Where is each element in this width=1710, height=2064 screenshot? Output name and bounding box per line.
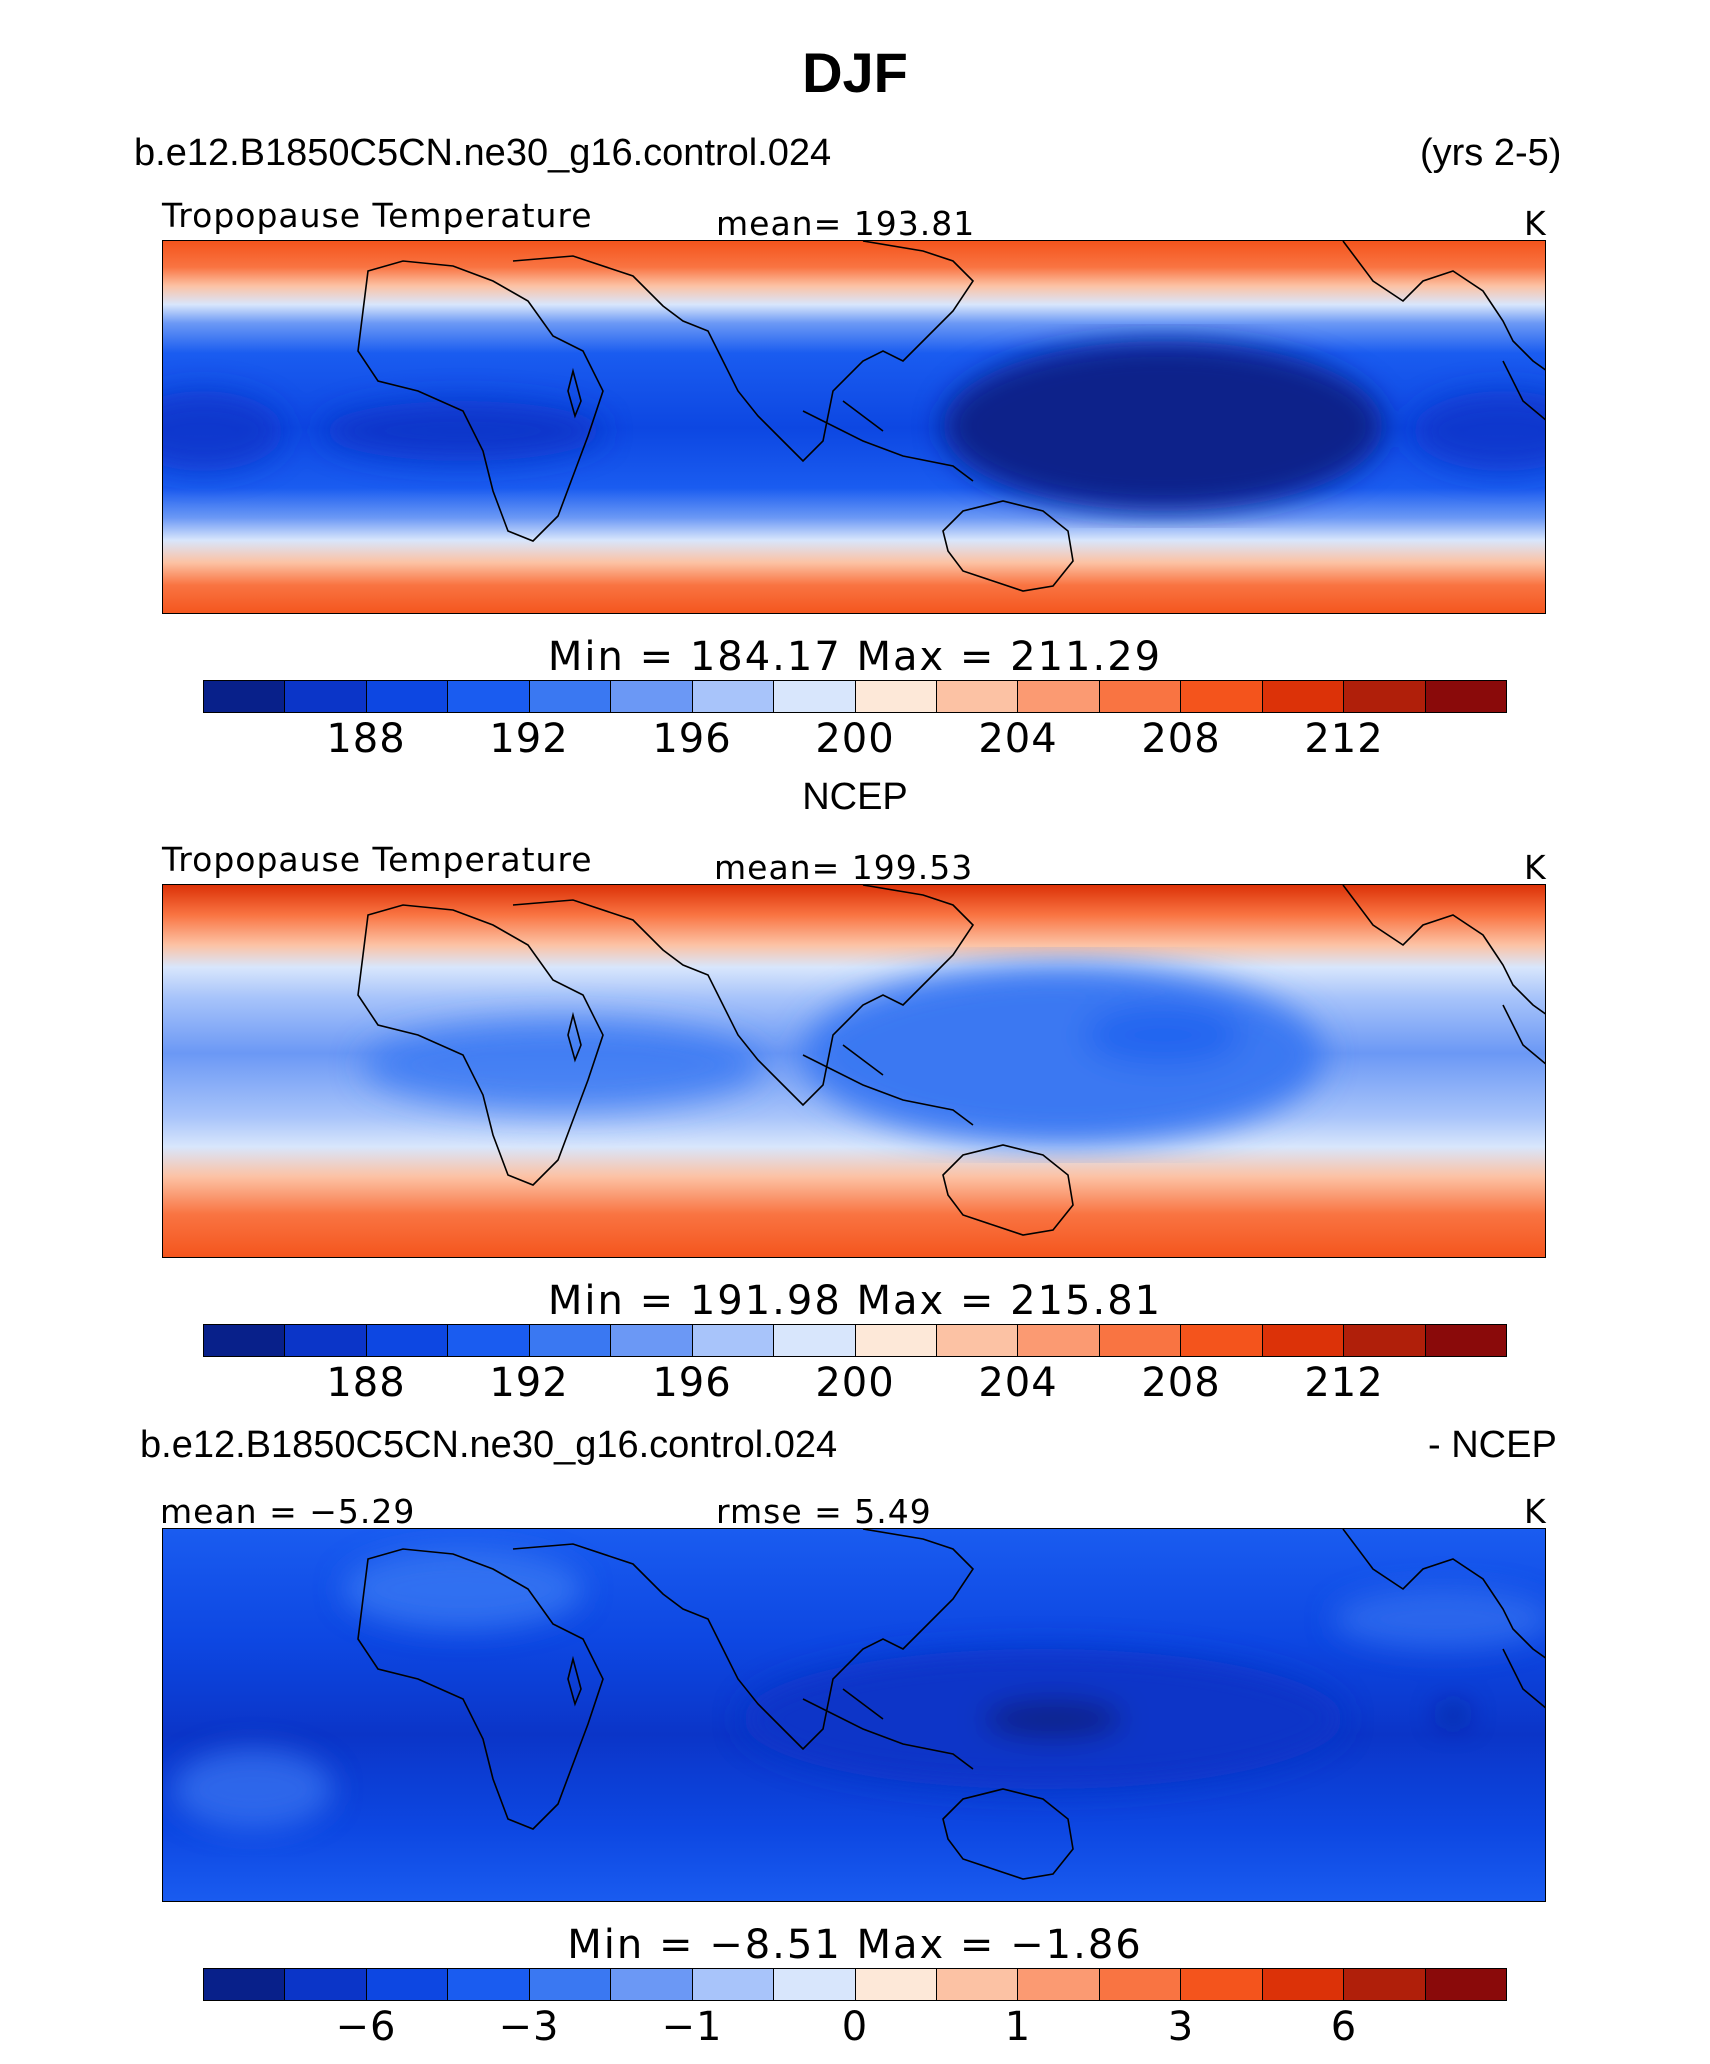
colorbar-swatch xyxy=(1262,1969,1345,2000)
case-name-label: b.e12.B1850C5CN.ne30_g16.control.024 xyxy=(134,132,832,174)
colorbar-swatch xyxy=(285,1325,367,1356)
units-label: K xyxy=(1524,204,1547,243)
colorbar xyxy=(203,1324,1507,1357)
variable-label: Tropopause Temperature xyxy=(162,840,593,879)
colorbar-tick-label: 212 xyxy=(1304,716,1384,762)
case-name-label: b.e12.B1850C5CN.ne30_g16.control.024 xyxy=(140,1424,838,1466)
colorbar-swatch xyxy=(1425,1325,1506,1356)
coastlines xyxy=(357,241,1545,592)
colorbar-tick-label: 1 xyxy=(1004,2004,1032,2050)
colorbar-tick-label: 200 xyxy=(815,716,895,762)
colorbar-swatch xyxy=(1344,681,1426,712)
colorbar-swatch xyxy=(285,681,367,712)
colorbar-swatch xyxy=(936,1325,1019,1356)
coastlines xyxy=(357,1529,1545,1880)
colorbar-tick-label: 196 xyxy=(652,1360,732,1406)
colorbar-swatch xyxy=(366,1325,449,1356)
difference-map xyxy=(162,1528,1546,1902)
mean-label: mean = −5.29 xyxy=(160,1492,416,1531)
colorbar-swatch xyxy=(1099,1325,1182,1356)
colorbar-swatch xyxy=(1344,1969,1426,2000)
colorbar-swatch xyxy=(774,681,856,712)
coastlines xyxy=(357,885,1545,1236)
colorbar-tick-label: 6 xyxy=(1330,2004,1358,2050)
years-label: (yrs 2-5) xyxy=(1420,132,1562,174)
colorbar-swatch xyxy=(1425,681,1506,712)
colorbar-tick-label: 188 xyxy=(326,1360,406,1406)
colorbar-swatch xyxy=(936,1969,1019,2000)
colorbar-tick-label: 204 xyxy=(978,1360,1058,1406)
colorbar-swatch xyxy=(1425,1969,1506,2000)
colorbar-swatch xyxy=(1344,1325,1426,1356)
colorbar-swatch xyxy=(1018,681,1100,712)
minmax-label: Min = −8.51 Max = −1.86 xyxy=(567,1922,1143,1968)
page-title: DJF xyxy=(802,41,908,104)
units-label: K xyxy=(1524,848,1547,887)
colorbar-swatch xyxy=(1018,1325,1100,1356)
colorbar-swatch xyxy=(611,1325,693,1356)
colorbar-tick-label: 200 xyxy=(815,1360,895,1406)
colorbar-swatch xyxy=(366,681,449,712)
minmax-label: Min = 184.17 Max = 211.29 xyxy=(547,634,1163,680)
colorbar-swatch xyxy=(1099,681,1182,712)
colorbar-swatch xyxy=(529,1325,612,1356)
colorbar-tick-label: 3 xyxy=(1167,2004,1195,2050)
colorbar-swatch xyxy=(448,1325,530,1356)
mean-label: mean= 193.81 xyxy=(716,204,976,243)
colorbar-tick-label: 192 xyxy=(489,1360,569,1406)
colorbar-tick-label: 0 xyxy=(841,2004,869,2050)
colorbar xyxy=(203,680,1507,713)
colorbar-swatch xyxy=(204,1325,286,1356)
colorbar-tick-label: 204 xyxy=(978,716,1058,762)
colorbar-tick-label: −3 xyxy=(498,2004,560,2050)
colorbar-tick-label: −6 xyxy=(335,2004,397,2050)
colorbar-swatch xyxy=(1262,1325,1345,1356)
colorbar-swatch xyxy=(529,681,612,712)
colorbar-swatch xyxy=(1181,1969,1263,2000)
model-temperature-map xyxy=(162,240,1546,614)
colorbar-swatch xyxy=(366,1969,449,2000)
colorbar-swatch xyxy=(692,681,775,712)
mean-label: mean= 199.53 xyxy=(714,848,974,887)
colorbar-swatch xyxy=(774,1325,856,1356)
units-label: K xyxy=(1524,1492,1547,1531)
colorbar-tick-label: 192 xyxy=(489,716,569,762)
colorbar-swatch xyxy=(1181,1325,1263,1356)
colorbar-swatch xyxy=(611,1969,693,2000)
colorbar-swatch xyxy=(692,1325,775,1356)
rmse-label: rmse = 5.49 xyxy=(716,1492,932,1531)
colorbar-swatch xyxy=(855,1969,937,2000)
colorbar-swatch xyxy=(448,1969,530,2000)
colorbar-swatch xyxy=(1018,1969,1100,2000)
minmax-label: Min = 191.98 Max = 215.81 xyxy=(547,1278,1163,1324)
ncep-temperature-map xyxy=(162,884,1546,1258)
variable-label: Tropopause Temperature xyxy=(162,196,593,235)
colorbar-tick-label: 212 xyxy=(1304,1360,1384,1406)
colorbar-swatch xyxy=(1181,681,1263,712)
colorbar-swatch xyxy=(529,1969,612,2000)
colorbar-tick-label: 196 xyxy=(652,716,732,762)
colorbar-tick-label: −1 xyxy=(661,2004,723,2050)
colorbar-swatch xyxy=(1262,681,1345,712)
colorbar-swatch xyxy=(936,681,1019,712)
colorbar-tick-label: 208 xyxy=(1141,716,1221,762)
colorbar-swatch xyxy=(1099,1969,1182,2000)
colorbar-swatch xyxy=(855,1325,937,1356)
colorbar-swatch xyxy=(204,681,286,712)
reference-title: NCEP xyxy=(802,776,908,818)
colorbar-swatch xyxy=(611,681,693,712)
colorbar-swatch xyxy=(204,1969,286,2000)
colorbar-swatch xyxy=(774,1969,856,2000)
colorbar-tick-label: 208 xyxy=(1141,1360,1221,1406)
colorbar-swatch xyxy=(692,1969,775,2000)
colorbar-tick-label: 188 xyxy=(326,716,406,762)
colorbar xyxy=(203,1968,1507,2001)
colorbar-swatch xyxy=(285,1969,367,2000)
colorbar-swatch xyxy=(855,681,937,712)
colorbar-swatch xyxy=(448,681,530,712)
difference-suffix-label: - NCEP xyxy=(1428,1424,1557,1466)
